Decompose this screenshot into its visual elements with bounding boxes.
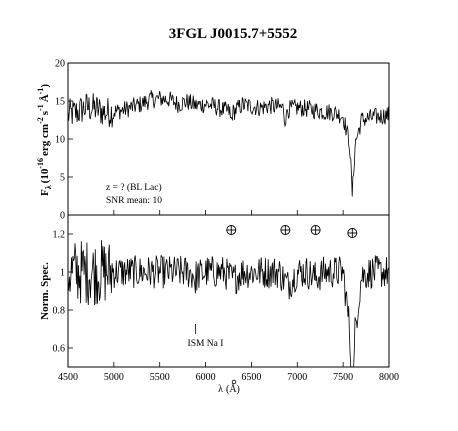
redshift-annotation: z = ? (BL Lac) xyxy=(106,182,162,193)
x-tick-label: 4500 xyxy=(58,372,78,383)
bottom-y-tick-label: 0.8 xyxy=(53,306,66,317)
top-y-axis-label: Fλ(10-16erg cm-2s-1Å-1) xyxy=(36,84,53,196)
ylabel-close: ) xyxy=(39,84,51,88)
ism-na-label: ISM Na I xyxy=(188,339,224,349)
xlabel-unit: (Å) xyxy=(226,383,240,395)
top-y-tick-label: 20 xyxy=(55,59,65,70)
ylabel-open: (10 xyxy=(39,168,51,183)
x-tick-label: 5500 xyxy=(150,372,170,383)
x-axis-label: λ (Å) xyxy=(218,383,240,395)
ylabel-f: F xyxy=(39,189,51,196)
x-tick-label: 8000 xyxy=(379,372,399,383)
ylabel-s: s xyxy=(39,110,51,115)
xlabel-lambda: λ xyxy=(218,384,223,395)
x-tick-label: 6000 xyxy=(196,372,216,383)
normalized-series-line xyxy=(67,240,389,368)
ylabel-angstrom: Å xyxy=(39,94,51,102)
bottom-panel: 0.6 0.8 1 1.2 4500 5000 5500 6000 6500 7000 7500 8… xyxy=(39,214,399,395)
top-y-tick-label: 10 xyxy=(55,135,65,146)
ylabel-unit: erg cm xyxy=(39,124,51,156)
snr-annotation: SNR mean: 10 xyxy=(106,196,162,206)
top-y-tick-labels: 0 5 10 15 20 xyxy=(55,59,65,222)
x-tick-label: 7000 xyxy=(287,372,307,383)
bottom-y-tick-label: 1 xyxy=(60,268,65,279)
telluric-symbol xyxy=(280,225,291,235)
top-y-tick-label: 0 xyxy=(60,211,65,222)
x-tick-label: 6500 xyxy=(241,372,261,383)
bottom-y-tick-label: 1.2 xyxy=(53,230,66,241)
telluric-symbol xyxy=(226,225,237,235)
telluric-symbol xyxy=(310,225,321,235)
top-y-tick-label: 5 xyxy=(60,173,65,184)
xlabel-circle-mark xyxy=(231,379,237,385)
bottom-y-tick-labels: 0.6 0.8 1 1.2 xyxy=(53,230,66,355)
ylabel-lambda-sub: λ xyxy=(44,185,53,189)
x-tick-label: 5000 xyxy=(104,372,124,383)
telluric-markers xyxy=(226,225,358,238)
bottom-plot-frame xyxy=(67,214,390,368)
top-y-tick-label: 15 xyxy=(55,97,65,108)
ylabel-unit-exp: -2 xyxy=(36,117,45,124)
telluric-symbol xyxy=(347,228,358,238)
bottom-y-axis-label: Norm. Spec. xyxy=(39,262,51,320)
bottom-y-tick-label: 0.6 xyxy=(53,344,66,355)
ylabel-angstrom-exp: -1 xyxy=(36,88,45,95)
ylabel-exp: -16 xyxy=(36,158,45,169)
chart-title: 3FGL J0015.7+5552 xyxy=(169,26,298,42)
x-tick-label: 7500 xyxy=(333,372,353,383)
flux-series-line xyxy=(67,90,389,197)
ylabel-s-exp: -1 xyxy=(36,104,45,111)
x-tick-labels: 4500 5000 5500 6000 6500 7000 7500 8000 xyxy=(58,372,399,383)
